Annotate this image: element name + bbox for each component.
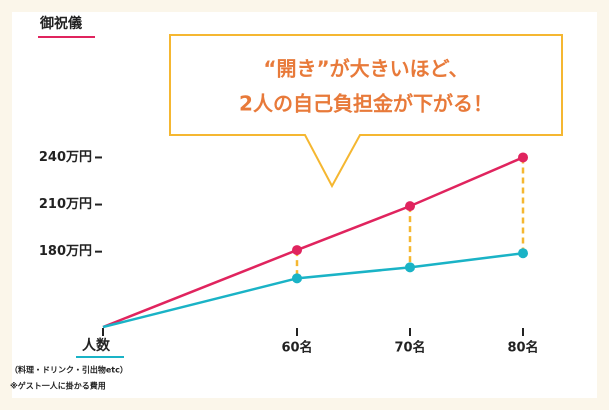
note: ※ゲスト一人に掛かる費用 [10,381,106,391]
series-line [102,156,524,329]
point [518,152,528,163]
point [405,262,415,273]
point [518,248,528,259]
point [292,245,302,256]
y-axis-title: 御祝儀 [39,15,82,32]
note: （料理・ドリンク・引出物etc） [10,365,128,375]
callout-text: “開き”が大きいほど、 [263,57,468,81]
y-tick-label: 180万円 [39,244,92,259]
y-tick-label: 210万円 [39,197,92,212]
x-tick-label: 60名 [281,340,312,356]
x-axis-title: 人数 [82,337,111,354]
x-tick-label: 80名 [507,340,538,356]
point [292,273,302,284]
callout-box [169,34,563,189]
callout-text: 2人の自己負担金が下がる！ [239,92,493,116]
point [405,201,415,212]
x-tick-label: 70名 [394,340,425,356]
series-line [102,251,524,329]
y-tick-label: 240万円 [39,150,92,165]
